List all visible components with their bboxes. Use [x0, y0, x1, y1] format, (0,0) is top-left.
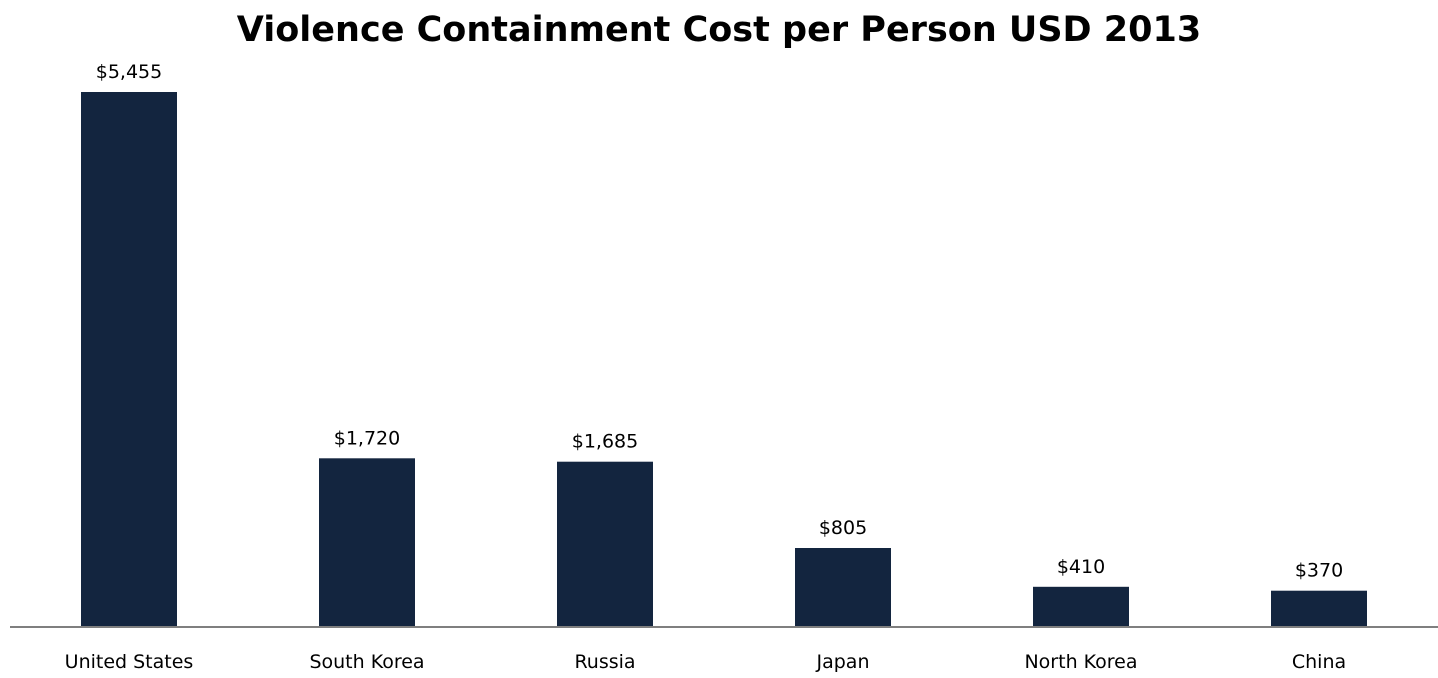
data-labels-layer: $5,455 $1,720 $1,685 $805 $410 $370 — [96, 61, 1343, 582]
bar-russia — [557, 461, 653, 627]
bars-layer — [81, 92, 1367, 627]
category-label: Japan — [816, 651, 870, 673]
bar-north-korea — [1033, 586, 1129, 627]
data-label: $805 — [819, 517, 867, 539]
data-label: $370 — [1295, 560, 1343, 582]
category-label: China — [1292, 651, 1346, 673]
bar-united-states — [81, 92, 177, 627]
category-label: United States — [65, 651, 194, 673]
data-label: $1,720 — [334, 427, 400, 449]
category-label: Russia — [574, 651, 635, 673]
bar-japan — [795, 548, 891, 627]
bar-china — [1271, 590, 1367, 627]
bar-south-korea — [319, 458, 415, 627]
data-label: $1,685 — [572, 431, 638, 453]
chart-title: Violence Containment Cost per Person USD… — [236, 10, 1202, 50]
data-label: $5,455 — [96, 61, 162, 83]
category-label: South Korea — [309, 651, 424, 673]
category-label: North Korea — [1024, 651, 1137, 673]
category-labels-layer: United States South Korea Russia Japan North… — [65, 651, 1346, 673]
data-label: $410 — [1057, 556, 1105, 578]
